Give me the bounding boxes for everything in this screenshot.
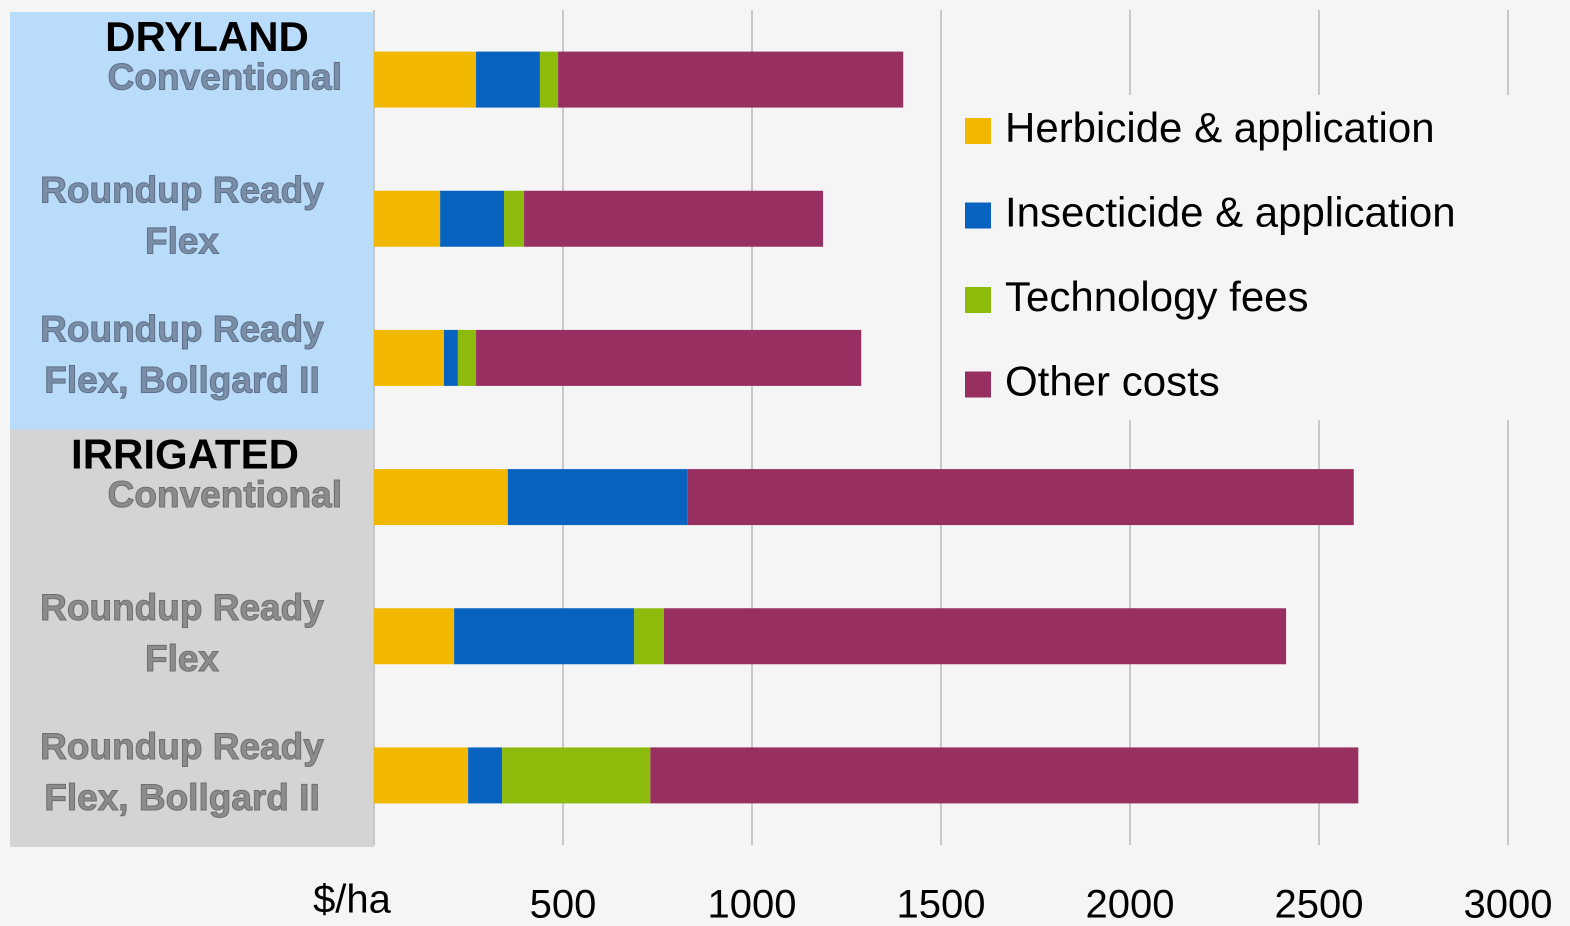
bar-segment	[374, 608, 455, 665]
bar-segment	[457, 329, 477, 386]
x-tick-label: 2500	[1275, 883, 1364, 926]
group-label: IRRIGATED	[71, 431, 299, 478]
bar-segment	[476, 51, 540, 108]
bar-segment	[374, 469, 508, 526]
category-label: Conventional	[108, 56, 342, 97]
bar-segment	[687, 469, 1354, 526]
legend-label: Other costs	[1005, 358, 1220, 405]
category-label: Flex, Bollgard II	[44, 777, 320, 818]
bar-segment	[374, 747, 469, 804]
category-label: Roundup Ready	[40, 309, 324, 350]
x-tick-label: 500	[530, 883, 597, 926]
bar-segment	[374, 190, 441, 247]
x-axis-label: $/ha	[313, 878, 392, 922]
bar-segment	[374, 329, 444, 386]
bar-segment	[524, 190, 824, 247]
x-tick-label: 2000	[1086, 883, 1175, 926]
category-label: Roundup Ready	[40, 170, 324, 211]
legend-swatch	[965, 371, 991, 398]
category-label: Roundup Ready	[40, 587, 324, 628]
bar-segment	[374, 51, 477, 108]
bar-segment	[476, 329, 862, 386]
category-label: Flex	[145, 638, 219, 679]
bar-segment	[468, 747, 503, 804]
legend-swatch	[965, 202, 991, 229]
bar-segment	[443, 329, 458, 386]
bar-segment	[504, 190, 525, 247]
category-label: Flex	[145, 221, 219, 262]
bar-segment	[440, 190, 505, 247]
category-label: Roundup Ready	[40, 726, 324, 767]
legend-label: Insecticide & application	[1005, 189, 1456, 236]
bar-segment	[539, 51, 559, 108]
legend-box	[945, 95, 1535, 420]
bar-segment	[663, 608, 1287, 665]
bar-segment	[634, 608, 664, 665]
x-tick-label: 1500	[897, 883, 986, 926]
group-panel	[10, 429, 374, 847]
legend-label: Technology fees	[1005, 273, 1309, 320]
legend-label: Herbicide & application	[1005, 104, 1435, 151]
group-panel	[10, 12, 374, 430]
category-label: Conventional	[108, 474, 342, 515]
bar-segment	[650, 747, 1359, 804]
group-label: DRYLAND	[105, 13, 309, 60]
category-label: Flex, Bollgard II	[44, 360, 320, 401]
bar-segment	[502, 747, 651, 804]
bar-segment	[558, 51, 904, 108]
bar-segment	[507, 469, 688, 526]
bar-segment	[454, 608, 635, 665]
x-tick-label: 1000	[708, 883, 797, 926]
legend-swatch	[965, 287, 991, 313]
legend-swatch	[965, 118, 991, 144]
x-tick-label: 3000	[1464, 883, 1553, 926]
